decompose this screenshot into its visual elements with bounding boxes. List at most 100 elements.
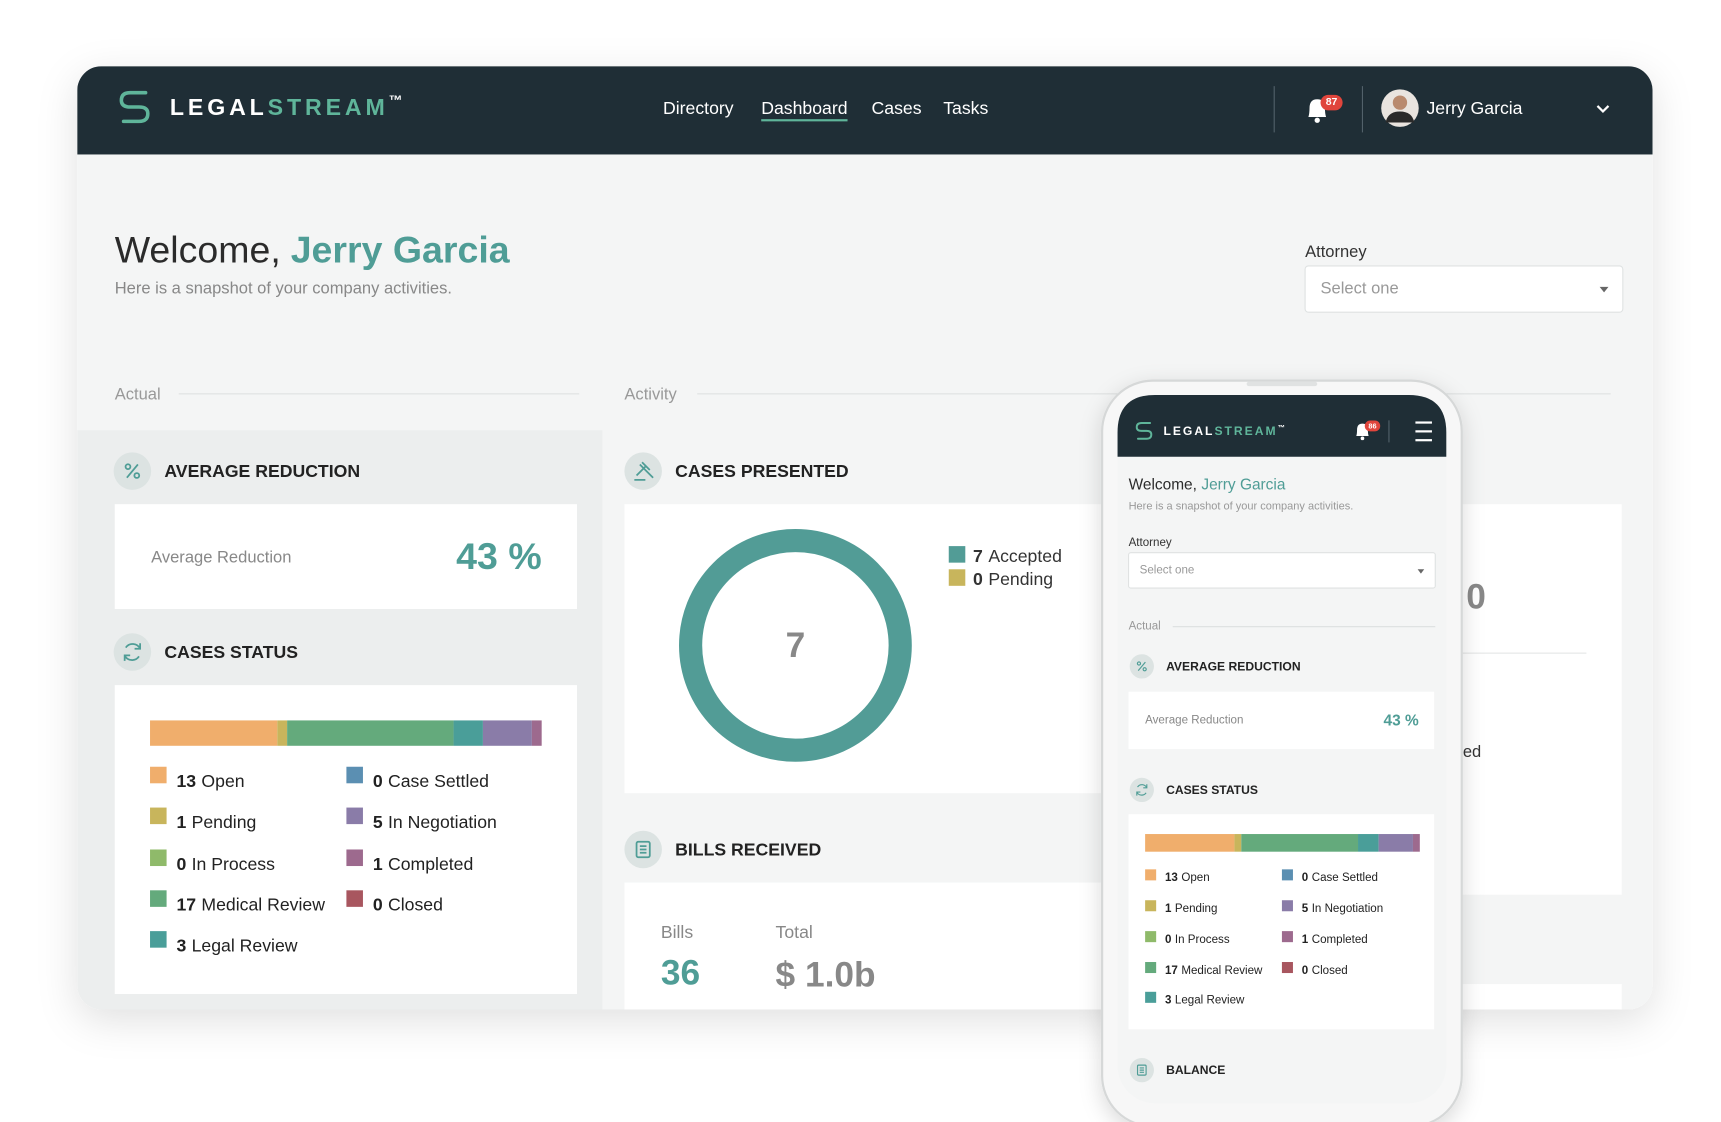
metric-label: Average Reduction xyxy=(1145,714,1243,726)
logo-icon xyxy=(1135,422,1153,440)
card-title: CASES STATUS xyxy=(164,642,298,662)
legend-count: 0 xyxy=(373,895,383,915)
welcome: Welcome, Jerry Garcia xyxy=(115,228,511,270)
section-heading: Actual xyxy=(115,384,161,403)
legend-count: 0 xyxy=(1302,872,1308,884)
card-title: BILLS RECEIVED xyxy=(675,839,821,859)
user-name[interactable]: Jerry Garcia xyxy=(1426,98,1522,118)
metric-value: 36 xyxy=(661,954,700,993)
legend-count: 0 xyxy=(373,771,383,791)
hamburger-line[interactable] xyxy=(1415,439,1432,442)
attorney-select[interactable] xyxy=(1128,552,1436,589)
user-chevron[interactable] xyxy=(1596,105,1610,114)
icon-glyph xyxy=(635,840,651,859)
card-title: BALANCE xyxy=(1166,1063,1225,1077)
legend-swatch xyxy=(346,807,363,825)
legend-entry: 0 In Process xyxy=(177,854,276,874)
brand-a: LEGAL xyxy=(170,94,268,120)
nav-link[interactable]: Directory xyxy=(663,98,734,118)
legend-swatch xyxy=(1281,900,1293,912)
legend-count: 0 xyxy=(1302,965,1308,977)
metric-label: Bills xyxy=(661,922,694,942)
card-title: AVERAGE REDUCTION xyxy=(164,461,360,481)
section-heading: Activity xyxy=(624,384,677,403)
select-caret xyxy=(1417,569,1425,574)
metric-value: $ 1.0b xyxy=(776,956,876,995)
donut-total: 7 xyxy=(786,626,806,665)
legend-count: 0 xyxy=(973,569,983,589)
metric-label: Average Reduction xyxy=(151,548,291,567)
icon-glyph xyxy=(1136,1064,1147,1076)
badge-count: 87 xyxy=(1326,97,1338,108)
badge-count: 86 xyxy=(1368,421,1376,430)
card xyxy=(1128,691,1435,750)
legend-label: In Negotiation xyxy=(388,812,497,832)
icon-glyph xyxy=(634,461,654,481)
metric-label: Total xyxy=(776,922,813,942)
legend-label: Pending xyxy=(988,569,1053,589)
logo-icon xyxy=(119,90,150,124)
status-bar-segment xyxy=(1378,834,1413,852)
section-icon xyxy=(1129,777,1154,803)
nav-link[interactable]: Cases xyxy=(872,98,922,118)
select-placeholder: Select one xyxy=(1321,278,1399,297)
icon-glyph xyxy=(1139,1067,1144,1073)
section-icon xyxy=(113,633,152,671)
legend-label: In Process xyxy=(1175,934,1230,946)
brand: LEGALSTREAM™ xyxy=(170,92,406,120)
legend-swatch xyxy=(1281,931,1293,943)
card xyxy=(624,504,1110,794)
hamburger-line[interactable] xyxy=(1415,430,1432,433)
welcome-subtitle: Here is a snapshot of your company activ… xyxy=(115,278,452,297)
nav-link[interactable]: Tasks xyxy=(943,98,988,118)
legend-swatch xyxy=(150,931,167,948)
legend-count: 5 xyxy=(1302,903,1309,915)
metric-unit: % xyxy=(1405,712,1419,729)
legend-swatch xyxy=(1145,900,1157,912)
legend-swatch xyxy=(1145,869,1157,881)
legend-label: Closed xyxy=(388,895,443,915)
icon-glyph xyxy=(1136,784,1148,796)
legend-label: Pending xyxy=(1175,903,1218,915)
bell-clapper xyxy=(1360,436,1365,441)
legend-count: 3 xyxy=(177,935,187,955)
attorney-select[interactable] xyxy=(1304,265,1624,313)
legend-swatch xyxy=(346,890,363,907)
legend-label: Legal Review xyxy=(1175,995,1245,1007)
legend-label: Pending xyxy=(192,812,257,832)
legend-entry: 1 Completed xyxy=(1302,934,1368,946)
user-menu[interactable]: Jerry Garcia xyxy=(1381,89,1523,127)
avatar-body xyxy=(1385,111,1415,123)
nav-link[interactable]: Dashboard xyxy=(761,98,847,118)
section-heading: Actual xyxy=(1129,621,1161,633)
status-bar-segment xyxy=(1241,834,1359,852)
badge xyxy=(1364,420,1381,432)
legend-swatch xyxy=(346,849,363,867)
legend-label: Open xyxy=(1181,872,1209,884)
select-placeholder: Select one xyxy=(1140,564,1195,576)
legend-label: Closed xyxy=(1312,965,1348,977)
hamburger-line[interactable] xyxy=(1415,421,1432,424)
legend-count: 13 xyxy=(177,771,197,791)
bell-clapper xyxy=(1314,117,1320,123)
avatar-head xyxy=(1392,95,1408,110)
legend-count: 0 xyxy=(1165,934,1171,946)
metric-value: 0 xyxy=(1466,577,1486,616)
legend-entry: 7 Accepted xyxy=(973,546,1062,566)
metric-value: 43% xyxy=(1383,712,1418,729)
status-bar-segment xyxy=(1234,834,1242,852)
card-title: AVERAGE REDUCTION xyxy=(1166,659,1301,673)
phone-header xyxy=(1117,394,1447,457)
welcome-greeting: Welcome, xyxy=(115,228,281,270)
legend-count: 0 xyxy=(177,854,187,874)
legend-label: Completed xyxy=(388,854,473,874)
legend-count: 1 xyxy=(177,812,187,832)
notification-bell[interactable]: 86 xyxy=(1356,420,1381,441)
status-bar-segment xyxy=(150,720,278,746)
legend-swatch xyxy=(1281,962,1293,974)
notification-bell[interactable]: 87 xyxy=(1308,94,1343,123)
legend-count: 17 xyxy=(1165,965,1178,977)
legend-entry: 0 Closed xyxy=(1302,965,1348,977)
legend-swatch xyxy=(948,569,966,586)
